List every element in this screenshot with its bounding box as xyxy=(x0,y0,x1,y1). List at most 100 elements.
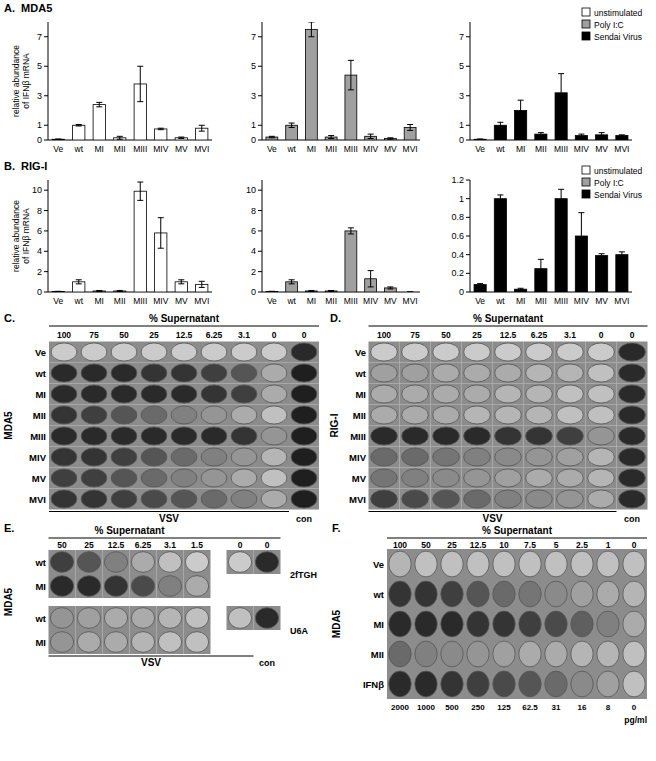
y-tick-label: 1 xyxy=(459,120,464,130)
well xyxy=(231,469,257,487)
y-tick-label: 0.6 xyxy=(451,231,464,241)
well xyxy=(545,671,567,697)
error-cap xyxy=(199,125,205,126)
plate-cell xyxy=(400,342,431,363)
well xyxy=(519,611,541,637)
x-tick-label: wt xyxy=(495,296,505,306)
x-tick-label: MVI xyxy=(194,296,209,306)
y-tick-label: 3 xyxy=(459,91,464,101)
y-tick-label: 0 xyxy=(459,135,464,145)
bar xyxy=(384,139,396,140)
error-cap xyxy=(328,291,334,292)
well xyxy=(141,406,167,424)
well xyxy=(50,632,73,653)
error-cap xyxy=(619,136,625,137)
error-stem xyxy=(181,280,182,284)
error-cap xyxy=(368,286,374,287)
error-cap xyxy=(158,128,164,129)
plate-cell xyxy=(79,447,109,468)
plate-cell xyxy=(400,426,431,447)
error-cap xyxy=(76,124,82,125)
error-cap xyxy=(497,202,503,203)
x-tick-label: MVI xyxy=(403,144,418,154)
well xyxy=(519,551,541,577)
well xyxy=(141,385,167,403)
error-bar xyxy=(387,138,393,139)
error-bar xyxy=(137,182,143,200)
plate-cell xyxy=(109,384,139,405)
x-tick-label: MIV xyxy=(363,296,378,306)
x-tick-label: wt xyxy=(286,296,296,306)
well xyxy=(433,343,460,361)
panel-label: D. xyxy=(330,312,341,324)
well xyxy=(402,490,429,508)
plate-cell xyxy=(289,468,319,489)
error-cap xyxy=(387,137,393,138)
well xyxy=(467,641,489,667)
well xyxy=(141,448,167,466)
y-axis-label-line: relative abundance xyxy=(11,45,21,117)
y-tick-label: 7 xyxy=(251,32,256,42)
well xyxy=(464,385,491,403)
error-cap xyxy=(518,290,524,291)
bottom-rule xyxy=(49,511,289,512)
error-stem xyxy=(201,281,202,287)
plate-cell xyxy=(79,384,109,405)
plate-cell xyxy=(130,550,157,574)
x-tick-label: Ve xyxy=(53,144,63,154)
row-label: wt xyxy=(372,589,384,600)
plate-cell xyxy=(524,363,555,384)
y-tick-label: 1.2 xyxy=(451,175,464,185)
error-cap xyxy=(477,139,483,140)
y-tick-label: 3 xyxy=(251,91,256,101)
plate-cell xyxy=(400,363,431,384)
well xyxy=(588,427,615,445)
error-stem xyxy=(540,259,541,278)
plate-cell xyxy=(259,447,289,468)
column-label: 12.5 xyxy=(470,540,487,550)
plate-cell xyxy=(169,426,199,447)
y-tick-label: 7 xyxy=(37,32,42,42)
well xyxy=(104,632,127,653)
well xyxy=(171,490,197,508)
y-tick xyxy=(258,125,262,126)
error-cap xyxy=(158,248,164,249)
header-rule xyxy=(49,326,319,327)
row-label: MII xyxy=(33,410,46,421)
well xyxy=(588,490,615,508)
plate-cell xyxy=(431,384,462,405)
plate-cell xyxy=(586,426,617,447)
plate-cell xyxy=(229,384,259,405)
well xyxy=(464,448,491,466)
plate-cell xyxy=(169,342,199,363)
row-label: MV xyxy=(32,473,47,484)
y-axis xyxy=(48,180,49,292)
error-bar xyxy=(348,60,354,90)
well xyxy=(495,469,522,487)
well xyxy=(141,490,167,508)
well xyxy=(104,552,127,573)
error-cap xyxy=(538,132,544,133)
well xyxy=(111,406,137,424)
well xyxy=(77,552,100,573)
well xyxy=(371,406,398,424)
well xyxy=(81,406,107,424)
y-tick-label: 2 xyxy=(37,267,42,277)
row-label: MIII xyxy=(350,431,366,442)
plate-cell xyxy=(617,447,648,468)
plate-cell xyxy=(555,405,586,426)
well xyxy=(389,581,411,607)
plate-cell xyxy=(524,489,555,510)
well xyxy=(415,551,437,577)
column-label: 12.5 xyxy=(176,330,193,340)
plate-cell xyxy=(524,342,555,363)
bottom-rule xyxy=(49,656,254,657)
well xyxy=(171,427,197,445)
plate-cell xyxy=(524,468,555,489)
error-cap xyxy=(407,292,413,293)
plate-cell xyxy=(130,574,157,598)
column-label: 2.5 xyxy=(576,540,588,550)
plate-cell xyxy=(199,363,229,384)
plate-cell xyxy=(109,447,139,468)
bar xyxy=(305,29,317,140)
